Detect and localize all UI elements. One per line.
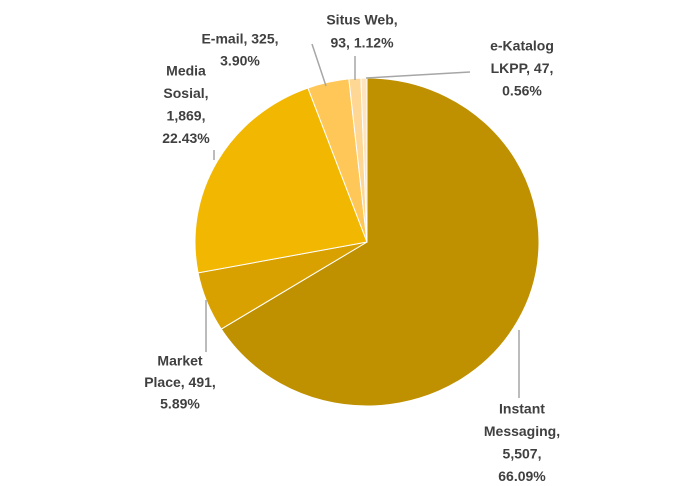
leader-line: [311, 43, 327, 87]
data-label: Place, 491,: [144, 374, 216, 390]
data-label: Situs Web,: [326, 12, 397, 28]
data-label: Instant: [499, 401, 545, 417]
data-label: Sosial,: [163, 85, 208, 101]
data-label: 66.09%: [498, 468, 546, 484]
data-label: Media: [166, 63, 206, 79]
data-label: 3.90%: [220, 53, 260, 69]
pie-slice: [194, 87, 368, 274]
data-label: Market: [157, 353, 202, 369]
data-label: e-Katalog: [490, 38, 554, 54]
data-label: 5,507,: [503, 446, 542, 462]
data-label: Messaging,: [484, 423, 560, 439]
leader-line: [365, 71, 471, 79]
data-label: E-mail, 325,: [201, 31, 278, 47]
data-label: 0.56%: [502, 83, 542, 99]
pie-slice: [220, 77, 540, 407]
data-label: 93, 1.12%: [330, 35, 394, 51]
data-label: LKPP, 47,: [491, 60, 554, 76]
data-label: 5.89%: [160, 396, 200, 412]
data-label: 1,869,: [167, 108, 206, 124]
data-label: 22.43%: [162, 130, 210, 146]
